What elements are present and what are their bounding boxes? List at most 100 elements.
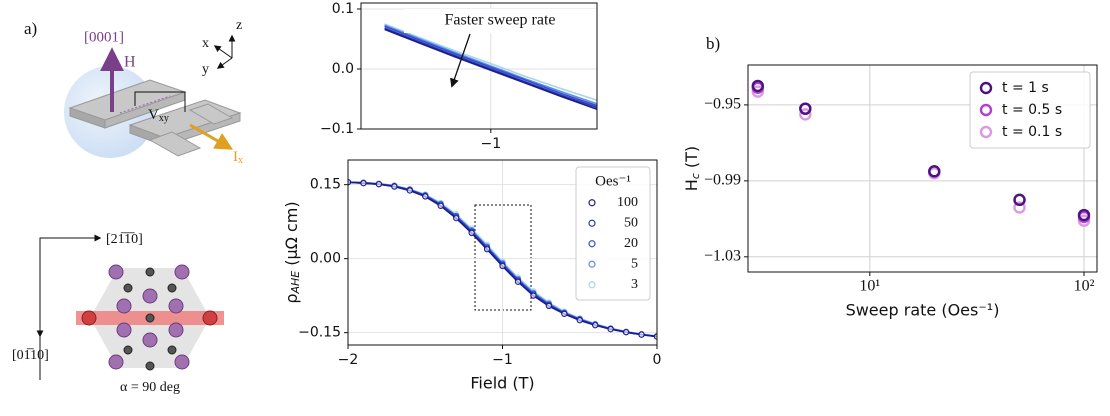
legend: t = 1 s t = 0.5 s t = 0.1 s [969,71,1091,149]
direction-label: [0001] [84,29,124,45]
legend-box [969,71,1091,149]
point [607,326,614,333]
y-tick-label: 0.00 [310,251,341,267]
point [514,278,522,285]
point [653,333,657,340]
series-line [384,25,597,107]
x-tick-label: −2 [338,352,359,368]
y-axis-label-unit: (μΩ cm) [282,201,301,265]
chart: 10¹ 10²−0.95−0.99−1.03t = 1 st = 0.5 st =… [682,64,1098,320]
y-axis-label-unit: (T) [682,146,701,168]
legend-title: Oes⁻¹ [595,174,631,190]
point [391,183,398,190]
point [561,310,568,318]
legend-marker [588,281,596,289]
device-schematic: [0001] H Ix Vxy x z y [64,18,243,166]
point [437,202,444,209]
point [530,292,537,299]
axis-name: y [202,62,209,77]
legend-marker [588,240,596,248]
point [799,108,812,121]
chart: −1 0.1 0.0 −0.1 Faster sweep rate [320,1,598,152]
voltage-label: Vxy [148,107,169,124]
annotation-bg [404,9,596,33]
legend-label: 3 [631,277,638,292]
point [406,187,413,194]
legend-label: t = 0.5 s [1002,102,1062,118]
series-line [384,28,597,110]
point [1077,214,1091,227]
y-axis-label-sub: c [689,173,702,179]
point [375,181,382,188]
axis-name: x [202,36,209,51]
x-tick-label: 10² [1074,278,1095,295]
legend-marker [979,125,993,139]
point [799,102,812,115]
y-tick-label: −0.15 [298,325,341,341]
point [468,229,475,237]
point [623,329,630,336]
point [483,246,491,253]
legend-marker [588,260,596,268]
legend-label: 5 [631,256,638,271]
direction-label: [21̅1̅0] [106,232,143,247]
annotation-arrow [450,33,471,88]
x-axis-label: Field (T) [470,374,534,393]
series-line [384,27,597,109]
point [1013,201,1026,214]
y-axis-label-sub: AHE [289,271,302,295]
point [638,331,645,338]
plot-frame [347,159,658,346]
point [499,262,506,270]
axis-name: z [236,18,242,33]
series-line [384,23,597,101]
x-tick-label: 0 [653,352,662,368]
point [751,85,765,98]
series-line [384,24,597,105]
x-tick-label: −1 [480,136,501,152]
y-tick-label: −0.1 [320,121,354,137]
x-tick-label: −1 [492,352,513,368]
point [360,180,367,187]
point [928,165,941,178]
crystal-diagram: [21̅1̅0] [01̅10] α = 90 deg [12,232,224,395]
y-tick-label: −0.95 [704,96,741,113]
y-tick-label: 0.15 [310,177,341,193]
legend-marker [588,199,596,207]
y-axis-label-main: H [682,179,701,191]
angle-label: α = 90 deg [120,380,180,395]
panel-label: b) [706,34,720,53]
y-tick-label: 0.0 [332,61,354,77]
legend-label: t = 1 s [1002,80,1049,96]
legend-marker [979,103,993,117]
y-tick-label: −1.03 [704,247,741,264]
point [348,179,352,186]
legend-marker [588,219,596,227]
point [1077,208,1091,222]
chart: −2 −1 0 0.15 0.00 −0.15 Oes⁻¹ 100 50 20 5 3 Field (T… [282,159,662,393]
x-tick-label: 10¹ [859,278,880,295]
y-axis-label: ρAHE (μΩ cm) [282,201,303,303]
direction-label: [01̅10] [12,348,49,363]
legend-label: t = 0.1 s [1002,124,1062,140]
point [576,317,583,324]
point [592,322,599,329]
y-tick-label: −0.99 [704,172,741,189]
point [751,79,765,93]
current-label: Ix [233,149,243,166]
x-axis-label: Sweep rate (Oes⁻¹) [846,301,1000,320]
point [422,193,429,200]
field-label: H [124,54,136,71]
legend-label: 50 [624,215,638,230]
legend-label: 20 [624,236,638,251]
plot-area [384,23,597,110]
point [1013,193,1026,207]
plot-area [751,79,1091,227]
legend-label: 100 [617,195,638,210]
y-axis-label-main: ρ [282,293,301,303]
plot-frame [360,2,598,130]
plot-area [348,179,657,340]
legend-marker [979,81,993,95]
